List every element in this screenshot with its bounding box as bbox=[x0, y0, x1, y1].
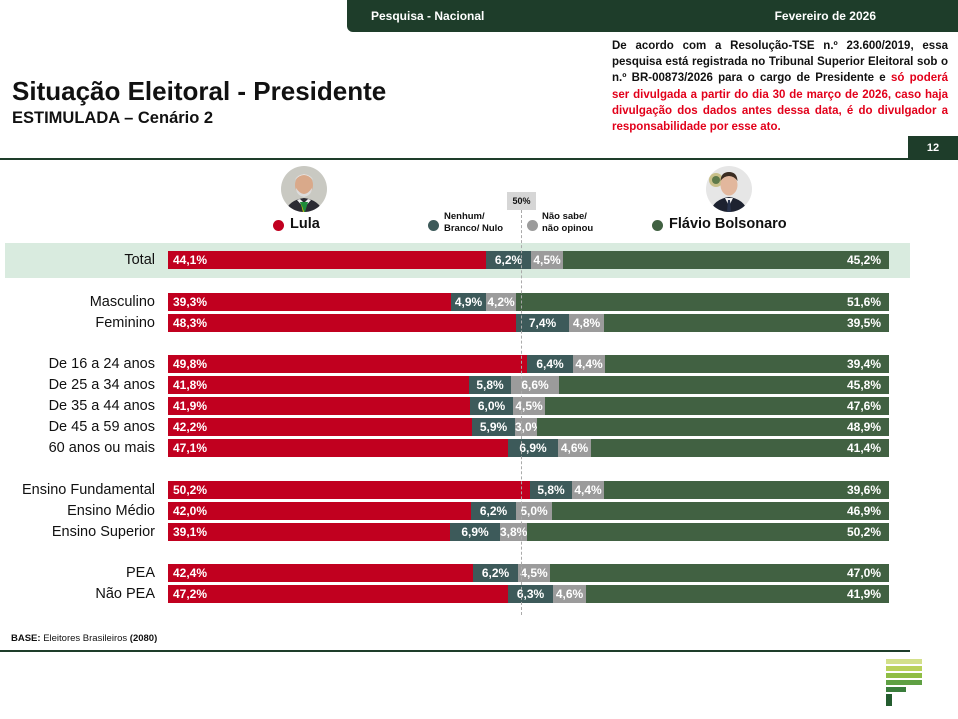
page-title: Situação Eleitoral - Presidente bbox=[12, 76, 387, 106]
bar-segment-flavio: 39,5% bbox=[604, 314, 889, 332]
bar-segment-flavio: 48,9% bbox=[537, 418, 889, 436]
bar-segment-naosabe: 4,4% bbox=[572, 481, 604, 499]
bar-segment-lula: 42,2% bbox=[168, 418, 472, 436]
base-note: BASE: Eleitores Brasileiros (2080) bbox=[11, 633, 157, 644]
bar-segment-naosabe: 5,0% bbox=[516, 502, 552, 520]
header-bar: Pesquisa - Nacional Fevereiro de 2026 bbox=[347, 0, 958, 32]
bottom-divider bbox=[0, 650, 910, 652]
row-label: Total bbox=[124, 252, 155, 268]
bar-segment-lula: 44,1% bbox=[168, 251, 486, 269]
row-label: De 45 a 59 anos bbox=[48, 419, 155, 435]
top-divider bbox=[0, 158, 910, 160]
row-label: De 16 a 24 anos bbox=[48, 356, 155, 372]
row-label: De 35 a 44 anos bbox=[48, 398, 155, 414]
bar-segment-lula: 42,4% bbox=[168, 564, 473, 582]
bar-segment-lula: 41,8% bbox=[168, 376, 469, 394]
page-number: 12 bbox=[908, 136, 958, 160]
bar-segment-flavio: 47,0% bbox=[550, 564, 889, 582]
bar-segment-lula: 47,2% bbox=[168, 585, 508, 603]
bar-segment-naosabe: 3,8% bbox=[500, 523, 528, 541]
bar-segment-naosabe: 6,6% bbox=[511, 376, 559, 394]
naosabe-legend-line1: Não sabe/ bbox=[542, 211, 587, 222]
bar-segment-nenhum: 6,4% bbox=[527, 355, 573, 373]
flavio-legend-label: Flávio Bolsonaro bbox=[669, 216, 787, 232]
bar-segment-lula: 41,9% bbox=[168, 397, 470, 415]
bar-segment-nenhum: 4,9% bbox=[451, 293, 486, 311]
naosabe-legend-line2: não opinou bbox=[542, 222, 594, 234]
bar-segment-flavio: 47,6% bbox=[545, 397, 889, 415]
bar-segment-nenhum: 6,9% bbox=[450, 523, 500, 541]
row-label: Masculino bbox=[89, 294, 155, 310]
bar-segment-flavio: 46,9% bbox=[552, 502, 889, 520]
bar-segment-lula: 39,3% bbox=[168, 293, 451, 311]
flavio-legend-dot bbox=[652, 220, 663, 231]
lula-legend-dot bbox=[273, 220, 284, 231]
bar-segment-naosabe: 4,8% bbox=[569, 314, 604, 332]
bar-segment-lula: 39,1% bbox=[168, 523, 450, 541]
bar-segment-nenhum: 7,4% bbox=[516, 314, 569, 332]
bar-segment-lula: 49,8% bbox=[168, 355, 527, 373]
bar-segment-naosabe: 4,6% bbox=[558, 439, 591, 457]
row-label: Ensino Superior bbox=[51, 524, 155, 540]
page-subtitle: ESTIMULADA – Cenário 2 bbox=[12, 109, 214, 127]
row-label: Feminino bbox=[95, 315, 155, 331]
flavio-photo bbox=[706, 166, 752, 212]
bar-segment-nenhum: 5,9% bbox=[472, 418, 515, 436]
bar-segment-flavio: 41,9% bbox=[586, 585, 889, 603]
lula-legend-label: Lula bbox=[290, 216, 320, 232]
nenhum-legend-dot bbox=[428, 220, 439, 231]
row-label: 60 anos ou mais bbox=[48, 440, 155, 456]
bar-segment-nenhum: 6,3% bbox=[508, 585, 553, 603]
lula-photo bbox=[281, 166, 327, 212]
naosabe-legend-label: Não sabe/ não opinou bbox=[542, 211, 593, 234]
bar-segment-naosabe: 4,5% bbox=[513, 397, 545, 415]
bar-segment-flavio: 45,8% bbox=[559, 376, 889, 394]
nenhum-legend-label: Nenhum/ Branco/ Nulo bbox=[444, 211, 503, 234]
bar-segment-naosabe: 4,6% bbox=[553, 585, 586, 603]
notice-warning-text: só poderá ser divulgada a partir do dia … bbox=[612, 72, 948, 134]
row-label: Ensino Fundamental bbox=[22, 482, 155, 498]
bar-segment-lula: 48,3% bbox=[168, 314, 516, 332]
bar-segment-naosabe: 4,2% bbox=[486, 293, 516, 311]
bar-segment-lula: 50,2% bbox=[168, 481, 530, 499]
base-label: BASE: bbox=[11, 633, 41, 644]
bar-segment-nenhum: 6,0% bbox=[470, 397, 513, 415]
bar-segment-naosabe: 4,5% bbox=[518, 564, 550, 582]
notice-text: De acordo com a Resolução-TSE n.º 23.600… bbox=[612, 40, 948, 85]
bar-segment-nenhum: 6,2% bbox=[486, 251, 531, 269]
bar-segment-naosabe: 3,0% bbox=[515, 418, 543, 436]
date-label: Fevereiro de 2026 bbox=[774, 9, 876, 23]
bar-segment-lula: 47,1% bbox=[168, 439, 508, 457]
bar-segment-nenhum: 6,9% bbox=[508, 439, 558, 457]
naosabe-legend-dot bbox=[527, 220, 538, 231]
bar-segment-nenhum: 6,2% bbox=[473, 564, 518, 582]
bar-segment-flavio: 39,4% bbox=[605, 355, 889, 373]
bar-segment-flavio: 39,6% bbox=[604, 481, 889, 499]
row-label: Não PEA bbox=[95, 586, 155, 602]
bar-segment-lula: 42,0% bbox=[168, 502, 471, 520]
bar-segment-flavio: 51,6% bbox=[516, 293, 889, 311]
fifty-percent-label: 50% bbox=[507, 192, 536, 210]
legal-notice: De acordo com a Resolução-TSE n.º 23.600… bbox=[612, 38, 948, 135]
row-label: De 25 a 34 anos bbox=[48, 377, 155, 393]
bar-segment-flavio: 41,4% bbox=[591, 439, 889, 457]
bar-segment-flavio: 45,2% bbox=[563, 251, 889, 269]
row-label: Ensino Médio bbox=[67, 503, 155, 519]
bar-segment-nenhum: 5,8% bbox=[530, 481, 572, 499]
bar-segment-naosabe: 4,4% bbox=[573, 355, 605, 373]
company-logo bbox=[886, 657, 926, 707]
base-text: Eleitores Brasileiros bbox=[40, 633, 130, 644]
bar-segment-nenhum: 5,8% bbox=[469, 376, 511, 394]
bar-segment-flavio: 50,2% bbox=[527, 523, 889, 541]
nenhum-legend-line1: Nenhum/ bbox=[444, 211, 485, 222]
nenhum-legend-line2: Branco/ Nulo bbox=[444, 222, 504, 234]
row-label: PEA bbox=[125, 565, 155, 581]
bar-segment-naosabe: 4,5% bbox=[531, 251, 563, 269]
base-count: (2080) bbox=[129, 633, 158, 644]
bar-segment-nenhum: 6,2% bbox=[471, 502, 516, 520]
fifty-percent-line bbox=[521, 210, 522, 615]
survey-label: Pesquisa - Nacional bbox=[371, 9, 485, 23]
